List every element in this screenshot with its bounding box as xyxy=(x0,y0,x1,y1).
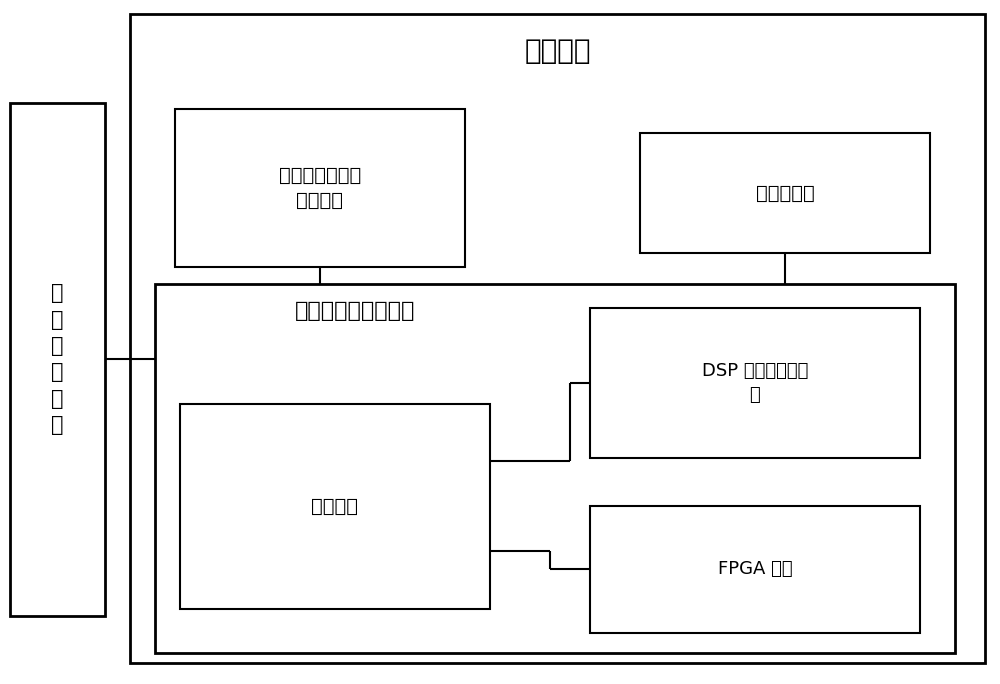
Bar xyxy=(175,109,465,267)
Text: 微处理器: 微处理器 xyxy=(311,497,358,516)
Text: 控制单元: 控制单元 xyxy=(524,38,591,65)
Bar xyxy=(590,506,920,633)
Text: 光
学
成
像
单
元: 光 学 成 像 单 元 xyxy=(51,283,64,435)
Bar xyxy=(640,133,930,253)
Bar xyxy=(180,404,490,609)
Text: 数据处理及控制模块: 数据处理及控制模块 xyxy=(295,301,415,321)
Bar xyxy=(10,103,105,616)
Text: FPGA 芯片: FPGA 芯片 xyxy=(718,560,792,579)
Text: 无扰动微流量磨
粒传感器: 无扰动微流量磨 粒传感器 xyxy=(279,166,361,210)
Text: 图像传感器: 图像传感器 xyxy=(756,184,814,202)
Bar xyxy=(590,308,920,458)
Text: DSP 数字信号处理
器: DSP 数字信号处理 器 xyxy=(702,363,808,404)
Bar xyxy=(130,14,985,663)
Bar xyxy=(155,284,955,653)
